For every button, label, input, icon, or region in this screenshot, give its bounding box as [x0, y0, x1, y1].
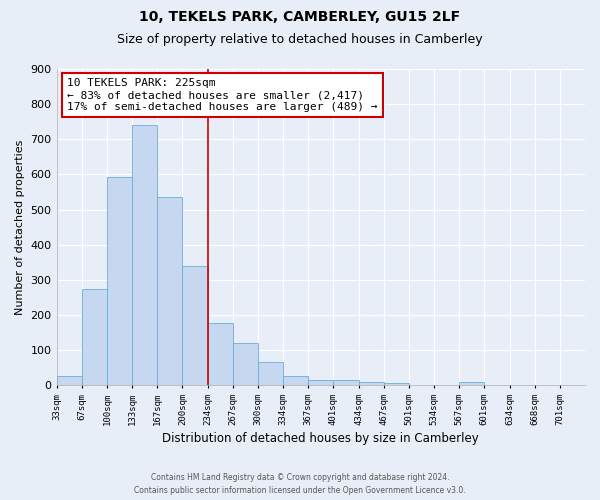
- Bar: [258, 362, 283, 385]
- Text: Contains HM Land Registry data © Crown copyright and database right 2024.
Contai: Contains HM Land Registry data © Crown c…: [134, 474, 466, 495]
- Bar: [107, 177, 132, 385]
- Bar: [283, 376, 308, 385]
- Bar: [459, 382, 484, 385]
- Bar: [334, 380, 359, 385]
- Bar: [383, 384, 409, 385]
- Bar: [308, 380, 334, 385]
- Y-axis label: Number of detached properties: Number of detached properties: [15, 140, 25, 315]
- Bar: [233, 343, 258, 385]
- Bar: [157, 196, 182, 385]
- Bar: [132, 125, 157, 385]
- Bar: [359, 382, 383, 385]
- Text: 10, TEKELS PARK, CAMBERLEY, GU15 2LF: 10, TEKELS PARK, CAMBERLEY, GU15 2LF: [139, 10, 461, 24]
- Text: 10 TEKELS PARK: 225sqm
← 83% of detached houses are smaller (2,417)
17% of semi-: 10 TEKELS PARK: 225sqm ← 83% of detached…: [67, 78, 377, 112]
- Bar: [182, 266, 208, 385]
- Text: Size of property relative to detached houses in Camberley: Size of property relative to detached ho…: [117, 32, 483, 46]
- X-axis label: Distribution of detached houses by size in Camberley: Distribution of detached houses by size …: [163, 432, 479, 445]
- Bar: [82, 288, 107, 385]
- Bar: [56, 376, 82, 385]
- Bar: [208, 324, 233, 385]
